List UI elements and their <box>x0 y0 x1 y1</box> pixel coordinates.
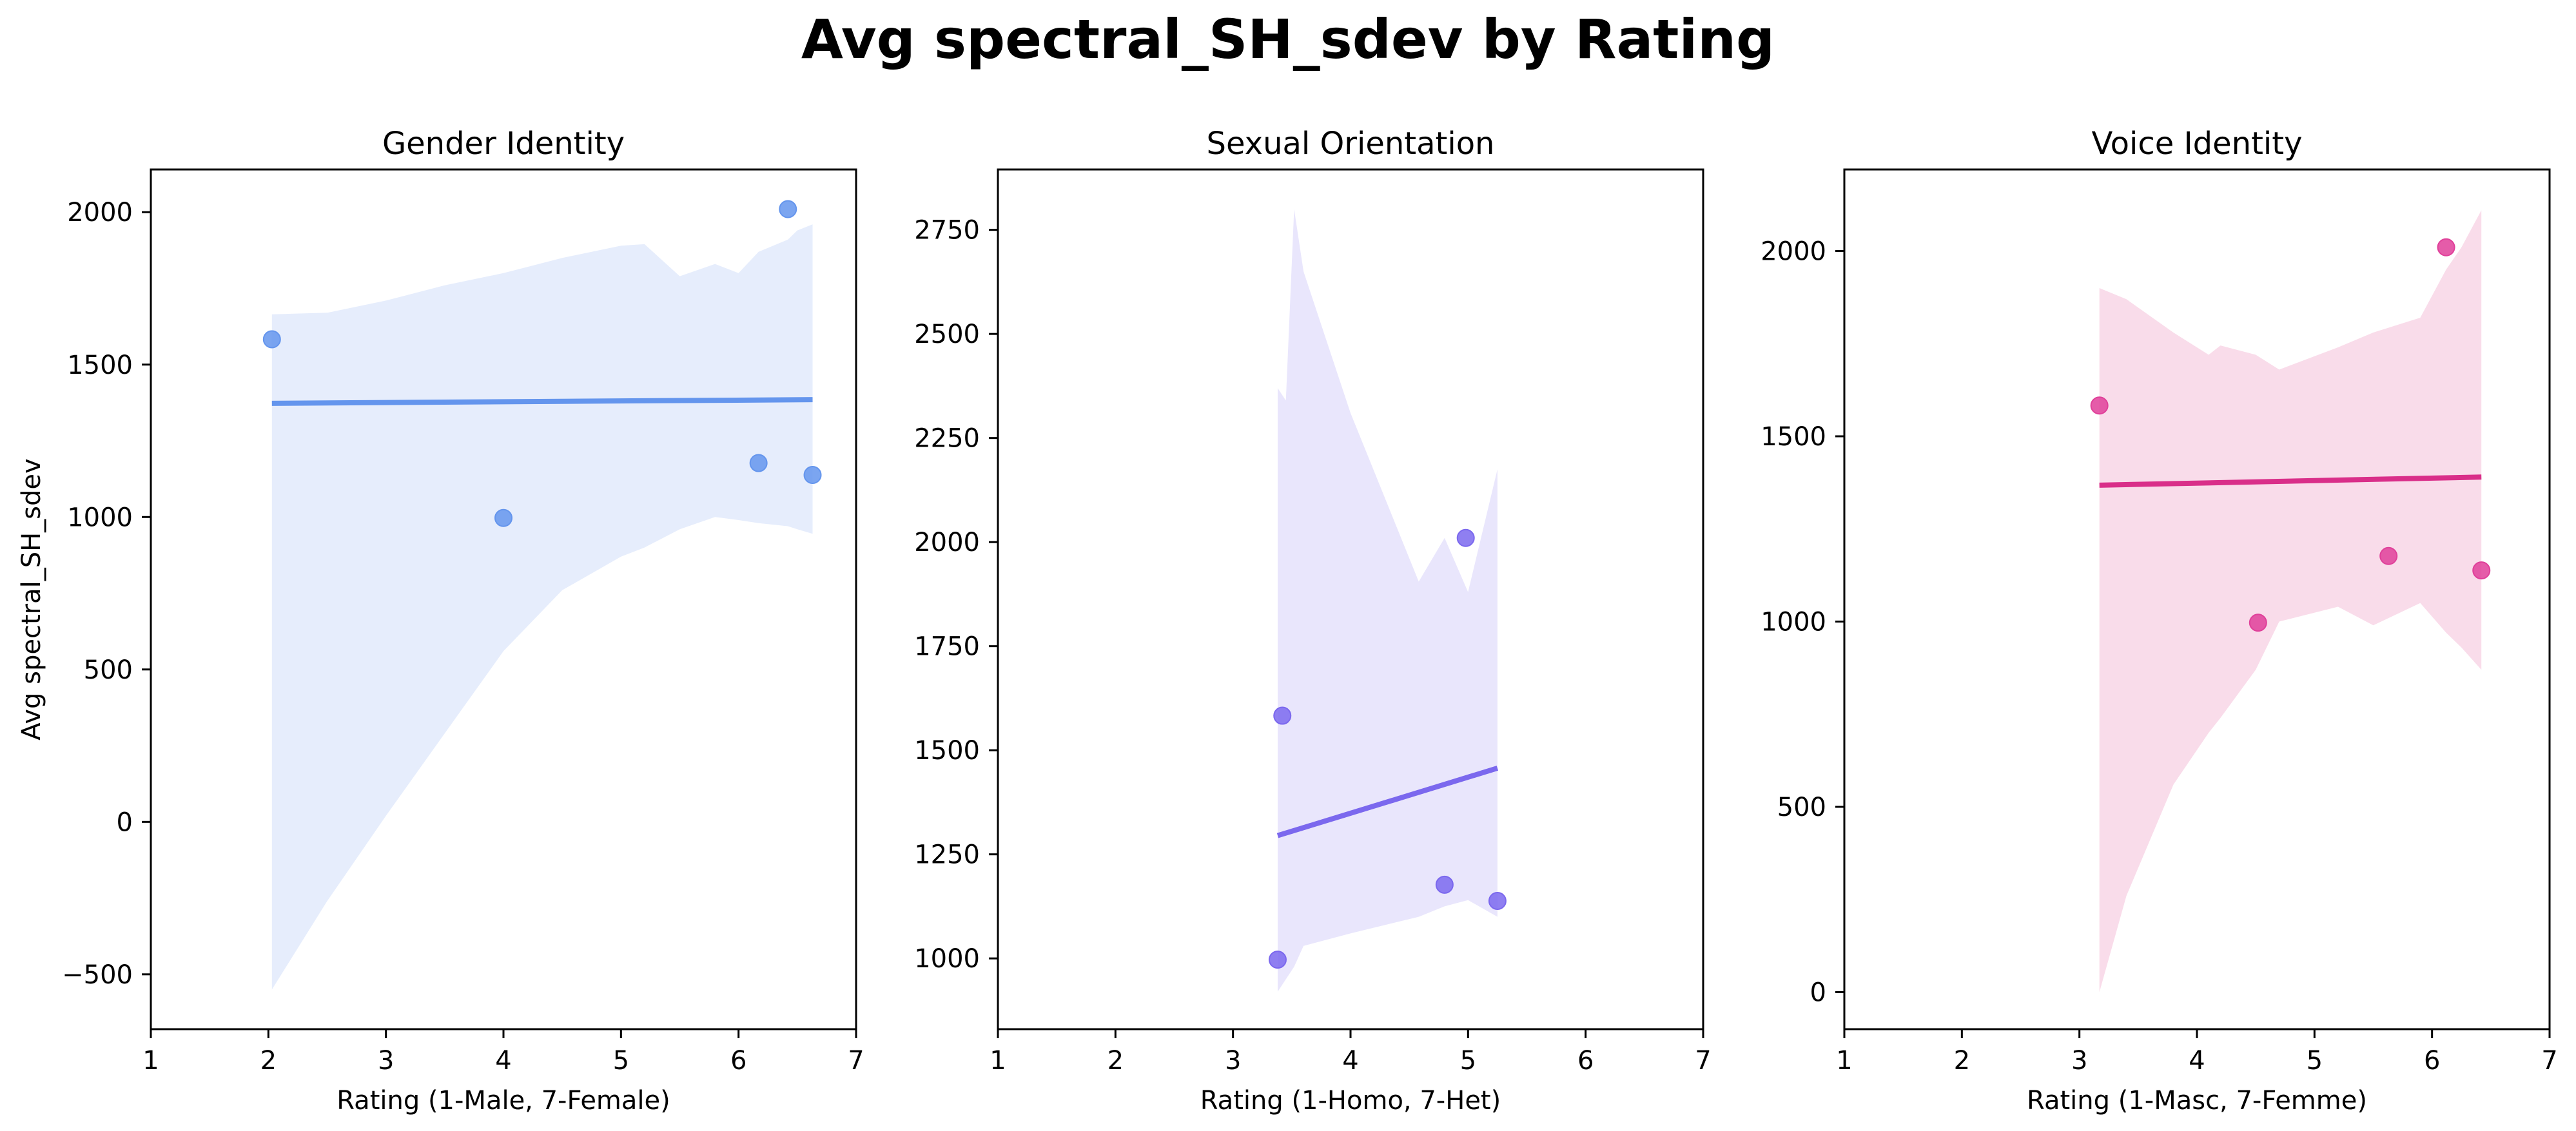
data-point-4 <box>1456 528 1475 547</box>
x-tick-label: 6 <box>730 1046 746 1076</box>
y-tick-label: 500 <box>1777 793 1826 822</box>
regression-line <box>271 397 813 406</box>
y-tick-label: 500 <box>84 655 133 685</box>
x-tick-label: 2 <box>1107 1046 1124 1076</box>
y-tick-label: 1000 <box>1761 608 1826 637</box>
regression-line <box>1276 766 1499 838</box>
data-point-1 <box>262 330 281 349</box>
data-point-2 <box>2249 614 2267 632</box>
y-tick-label: 1500 <box>914 736 980 766</box>
x-tick-label: 4 <box>1342 1046 1358 1076</box>
x-axis-label: Rating (1-Male, 7-Female) <box>337 1086 670 1116</box>
y-tick-label: 2000 <box>67 198 133 227</box>
data-point-4 <box>2437 238 2455 256</box>
x-tick-label: 7 <box>848 1046 864 1076</box>
data-point-3 <box>749 454 768 472</box>
data-point-1 <box>1268 951 1287 969</box>
panel-gender-identity: 1 2 3 4 5 6 7 −500 0 500 1000 1500 2000 Gender Identi… <box>17 126 864 1116</box>
x-tick-label: 3 <box>378 1046 394 1076</box>
y-tick-label: 1250 <box>914 840 980 870</box>
plot-area <box>2090 210 2491 992</box>
x-tick-label: 2 <box>1954 1046 1970 1076</box>
data-point-1 <box>2090 396 2109 415</box>
confidence-band <box>2099 210 2482 992</box>
y-tick-label: 1750 <box>914 632 980 662</box>
plot-area <box>1268 209 1507 992</box>
x-tick-label: 2 <box>260 1046 277 1076</box>
y-tick-label: 1000 <box>914 944 980 974</box>
panel-sexual-orientation: 1 2 3 4 5 6 7 1000 1250 1500 1750 2000 2250 2500 2750 S… <box>914 126 1712 1116</box>
data-point-5 <box>803 465 822 484</box>
x-tick-label: 4 <box>495 1046 511 1076</box>
x-tick-label: 6 <box>1577 1046 1594 1076</box>
x-tick-label: 5 <box>613 1046 629 1076</box>
data-point-2 <box>494 508 512 527</box>
y-axis-label: Avg spectral_SH_sdev <box>17 458 46 740</box>
y-tick-label: −500 <box>62 960 133 990</box>
y-tick-label: 2000 <box>1761 237 1826 267</box>
y-tick-label: 2250 <box>914 424 980 454</box>
y-tick-label: 1500 <box>67 351 133 380</box>
confidence-band <box>271 224 813 990</box>
data-point-4 <box>779 200 797 218</box>
x-tick-label: 5 <box>1460 1046 1476 1076</box>
x-tick-label: 1 <box>142 1046 159 1076</box>
plot-area <box>262 200 822 990</box>
data-point-2 <box>1273 706 1292 725</box>
panel-voice-identity: 1 2 3 4 5 6 7 0 500 1000 1500 2000 Voice Identity Rat… <box>1761 126 2558 1116</box>
data-point-3 <box>2379 546 2398 565</box>
x-tick-label: 7 <box>2541 1046 2557 1076</box>
panel-title: Gender Identity <box>382 126 625 162</box>
y-tick-label: 2750 <box>914 216 980 246</box>
y-tick-label: 1000 <box>67 503 133 532</box>
x-axis-label: Rating (1-Masc, 7-Femme) <box>2027 1086 2367 1116</box>
x-tick-label: 6 <box>2424 1046 2440 1076</box>
data-point-5 <box>2472 561 2491 580</box>
panel-title: Voice Identity <box>2092 126 2303 162</box>
y-tick-label: 2500 <box>914 320 980 349</box>
data-point-5 <box>1488 892 1507 911</box>
regression-line <box>2099 474 2482 488</box>
x-tick-label: 7 <box>1695 1046 1711 1076</box>
x-tick-label: 4 <box>2189 1046 2205 1076</box>
y-tick-label: 2000 <box>914 528 980 557</box>
confidence-band <box>1278 209 1498 992</box>
x-tick-label: 5 <box>2307 1046 2323 1076</box>
y-tick-label: 1500 <box>1761 422 1826 452</box>
x-tick-label: 1 <box>990 1046 1006 1076</box>
figure-title: Avg spectral_SH_sdev by Rating <box>801 8 1775 71</box>
y-tick-label: 0 <box>117 807 133 837</box>
x-axis-label: Rating (1-Homo, 7-Het) <box>1200 1086 1501 1116</box>
x-tick-label: 3 <box>2071 1046 2087 1076</box>
data-point-3 <box>1435 875 1454 894</box>
panel-title: Sexual Orientation <box>1207 126 1495 162</box>
y-tick-label: 0 <box>1810 978 1826 1008</box>
x-tick-label: 1 <box>1836 1046 1852 1076</box>
x-tick-label: 3 <box>1225 1046 1241 1076</box>
